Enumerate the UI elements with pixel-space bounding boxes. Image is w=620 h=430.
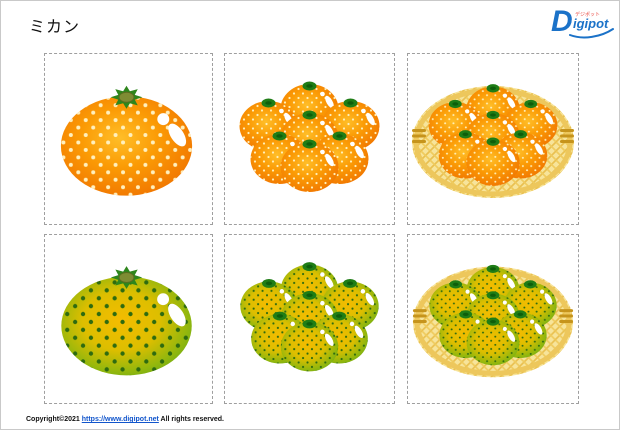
logo-wordmark: igipot: [573, 16, 609, 31]
clipart-tile-orange-group: [224, 53, 395, 225]
clipart-tile-green-group: [224, 234, 395, 404]
clipart-tile-green-basket: [407, 234, 579, 404]
clipart-tile-orange-basket: [407, 53, 579, 225]
orange-mikan-basket-illustration: [408, 54, 578, 224]
logo-swoosh-icon: [569, 28, 614, 39]
logo-kana-text: デジポット: [575, 12, 601, 18]
green-mikan-group-illustration: [225, 235, 394, 403]
green-mikan-basket-illustration: [408, 235, 578, 403]
orange-mikan-group-illustration: [225, 54, 394, 224]
orange-mikan-single-illustration: [45, 54, 212, 224]
clipart-tile-orange-single: [44, 53, 213, 225]
footer-link[interactable]: https://www.digipot.net: [81, 416, 159, 423]
green-mikan-single-illustration: [45, 235, 212, 403]
page-title: ミカン: [29, 19, 81, 36]
clipart-tile-green-single: [44, 234, 213, 404]
logo-initial: D: [551, 5, 573, 38]
copyright-suffix: All rights reserved.: [158, 416, 224, 423]
digipot-logo: D デジポット igipot: [551, 5, 614, 41]
copyright-prefix: Copyright©2021: [26, 416, 82, 423]
copyright-notice: Copyright©2021 https://www.digipot.net A…: [26, 416, 224, 423]
